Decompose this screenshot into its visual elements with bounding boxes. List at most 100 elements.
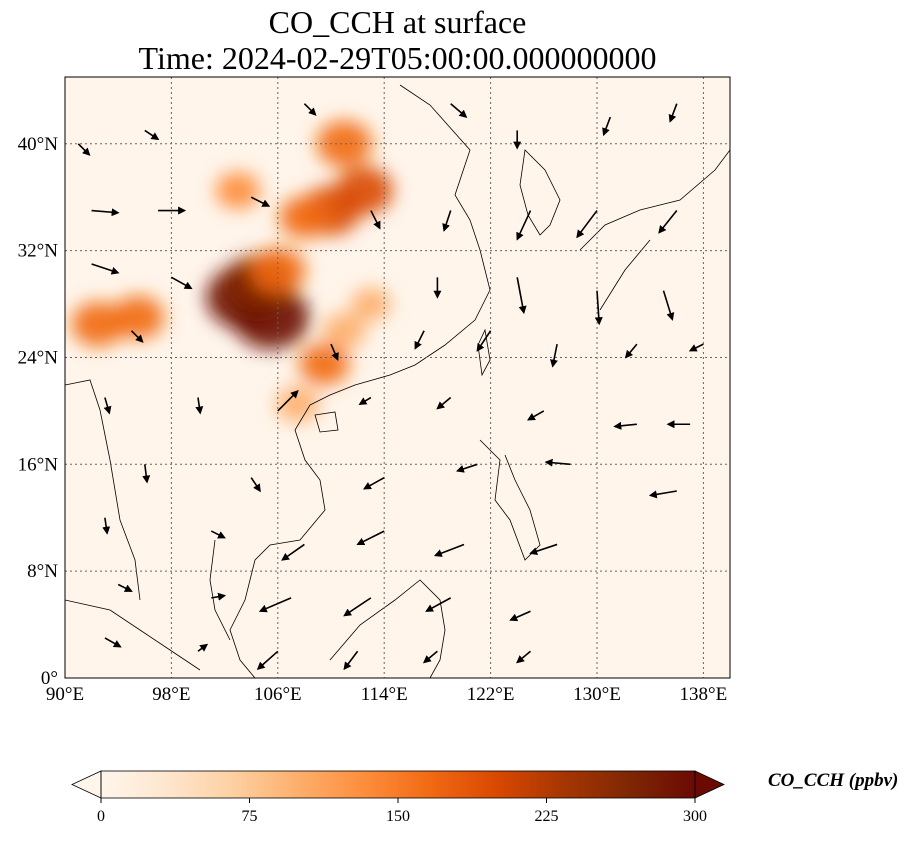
wind-arrow <box>104 637 122 648</box>
longitude-tick-labels: 90°E 98°E 106°E 114°E 122°E 130°E 138°E <box>46 684 727 705</box>
map-background <box>65 77 730 678</box>
wind-arrow <box>211 592 227 601</box>
co-hotspot <box>276 386 320 423</box>
colorbar-tick-label: 75 <box>242 808 258 825</box>
wind-arrow <box>363 476 385 490</box>
co-concentration-field <box>71 120 393 423</box>
wind-arrow <box>144 129 160 141</box>
latitude-tick-label: 8°N <box>27 561 58 582</box>
colorbar-tick-label: 300 <box>683 808 707 825</box>
co-hotspot <box>316 120 373 167</box>
map-title: CO_CCH at surface <box>268 4 527 40</box>
indochina-coastline <box>229 404 326 678</box>
co-hotspot <box>322 312 366 349</box>
longitude-tick-label: 106°E <box>254 684 302 705</box>
co-hotspot <box>112 295 165 340</box>
colorbar-max-extend <box>694 770 725 799</box>
wind-arrow <box>602 116 612 137</box>
wind-arrow <box>142 464 151 484</box>
wind-arrow <box>277 389 299 412</box>
colorbar-min-extend <box>71 770 102 799</box>
co-hotspot <box>215 171 261 210</box>
wind-arrow <box>658 210 678 234</box>
wind-arrow <box>688 343 704 352</box>
wind-arrow <box>281 543 305 561</box>
sumatra-coastline <box>65 599 201 671</box>
wind-arrow <box>624 343 638 359</box>
wind-arrow <box>171 276 193 290</box>
wind-arrow <box>668 103 678 123</box>
wind-arrow <box>648 490 677 499</box>
wind-arrow <box>527 410 545 421</box>
wind-arrow <box>516 210 532 241</box>
wind-arrow <box>576 210 598 239</box>
china-coastline <box>309 84 491 406</box>
coastline-layer <box>65 84 730 678</box>
wind-arrow <box>516 277 527 315</box>
wind-arrow <box>425 597 452 612</box>
myanmar-coastline <box>65 379 141 601</box>
colorbar-label: CO_CCH (ppbv) <box>768 770 899 791</box>
wind-arrow <box>414 330 425 350</box>
latitude-tick-label: 16°N <box>18 454 59 475</box>
wind-arrow <box>258 597 292 613</box>
wind-arrow <box>509 610 531 622</box>
longitude-tick-label: 98°E <box>152 684 190 705</box>
co-hotspot <box>335 166 393 215</box>
wind-arrow <box>433 543 465 557</box>
longitude-tick-label: 138°E <box>680 684 728 705</box>
wind-arrow <box>102 517 111 535</box>
co-hotspot <box>249 247 306 294</box>
wind-arrow <box>330 343 339 361</box>
japan-coastline <box>579 149 730 311</box>
latitude-tick-label: 0° <box>41 668 58 689</box>
colorbar-tick-label: 0 <box>97 808 105 825</box>
latitude-tick-label: 40°N <box>18 134 59 155</box>
philippines-coastline <box>479 439 541 561</box>
wind-arrow <box>195 397 204 415</box>
wind-arrow <box>455 463 478 473</box>
wind-arrow <box>77 143 91 156</box>
wind-arrow <box>544 458 571 467</box>
wind-arrow <box>450 103 468 118</box>
wind-arrow <box>117 583 133 592</box>
wind-arrow <box>130 330 144 343</box>
wind-arrow <box>358 396 372 405</box>
wind-arrow <box>422 650 438 664</box>
wind-arrow <box>343 597 372 617</box>
longitude-tick-label: 130°E <box>573 684 621 705</box>
wind-arrow <box>103 397 112 415</box>
wind-vector-layer <box>77 103 704 671</box>
hainan-coastline <box>314 411 339 433</box>
latitude-tick-labels: 0° 8°N 16°N 24°N 32°N 40°N <box>18 134 59 689</box>
colorbar-gradient <box>101 771 695 798</box>
co-hotspot <box>71 301 126 347</box>
co-hotspot <box>279 196 330 239</box>
taiwan-coastline <box>477 328 491 377</box>
longitude-tick-label: 90°E <box>46 684 84 705</box>
wind-arrow <box>197 643 209 652</box>
wind-arrow <box>529 543 558 556</box>
colorbar-tick-label: 225 <box>535 808 559 825</box>
colorbar: 0 75 150 225 300 <box>71 770 725 825</box>
wind-arrow <box>91 208 120 217</box>
wind-arrow <box>343 650 359 671</box>
longitude-tick-label: 114°E <box>361 684 408 705</box>
wind-arrow <box>476 330 492 352</box>
latitude-tick-label: 32°N <box>18 241 59 262</box>
wind-arrow <box>303 103 317 116</box>
wind-arrow <box>250 196 271 207</box>
wind-arrow <box>442 210 452 232</box>
borneo-coastline <box>329 579 446 678</box>
wind-arrow <box>250 477 261 493</box>
co-hotspot <box>350 287 391 321</box>
wind-arrow <box>516 650 532 664</box>
map-time-subtitle: Time: 2024-02-29T05:00:00.000000000 <box>138 40 657 76</box>
graticule <box>64 77 730 679</box>
wind-arrow <box>662 290 675 321</box>
co-hotspot <box>299 343 350 386</box>
latitude-tick-label: 24°N <box>18 347 59 368</box>
longitude-tick-label: 122°E <box>467 684 515 705</box>
wind-arrow <box>594 290 603 326</box>
